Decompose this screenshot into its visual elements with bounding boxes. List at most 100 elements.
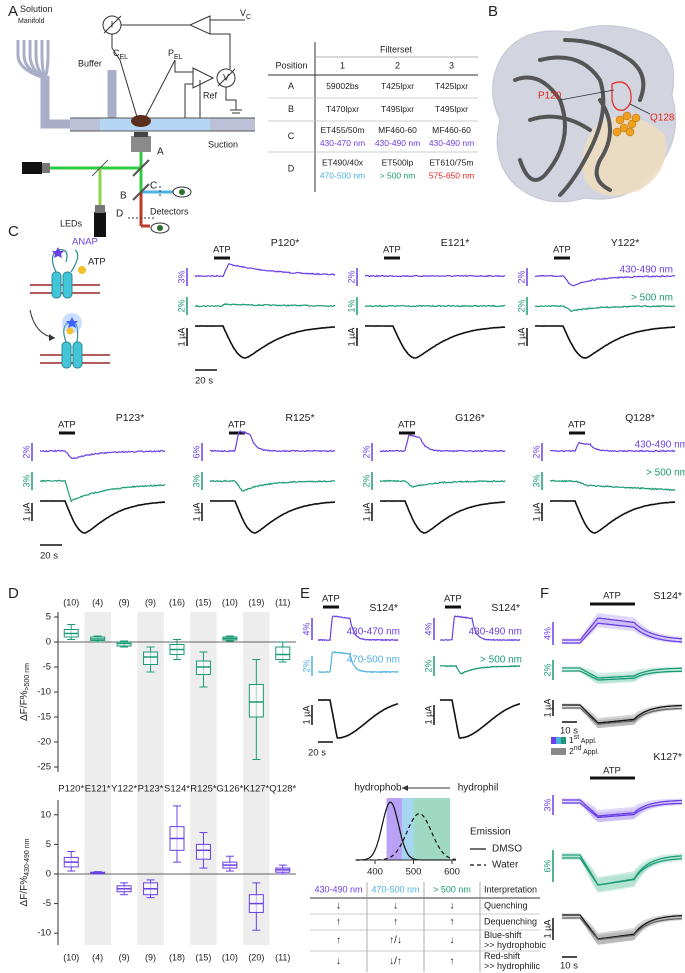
x-tick-label: 500 (406, 867, 422, 878)
label: B (288, 104, 294, 114)
atp-atom (615, 115, 625, 125)
y-tick-label: -25 (37, 762, 51, 773)
trace (562, 802, 682, 819)
count-label: (9) (119, 597, 130, 607)
label: 1 µA (176, 328, 186, 347)
label: 1 µA (301, 706, 311, 725)
x-tick-label: S124* (164, 784, 190, 795)
bath-solution (100, 118, 210, 131)
loop (611, 81, 632, 111)
label-part: nd (574, 745, 582, 752)
trace (39, 500, 165, 534)
label: T470lpxr (326, 104, 359, 114)
band-blue (401, 798, 414, 860)
shade (84, 612, 111, 945)
channel (61, 341, 72, 369)
trace (549, 441, 676, 453)
panel-letter: B (488, 3, 498, 20)
label: 2% (423, 659, 433, 672)
label: ↓ (336, 956, 341, 967)
label: hydrophob (354, 783, 402, 794)
label: ATP (603, 766, 621, 777)
atp-dot (66, 327, 74, 335)
label: ATP (444, 594, 462, 605)
label: Q128 (650, 113, 675, 124)
label: ATP (568, 420, 586, 431)
label: P120* (271, 237, 300, 249)
label: Solution Manifold (18, 4, 53, 24)
objective (131, 136, 151, 152)
y-tick-label: 10 (40, 809, 51, 820)
box (248, 684, 264, 718)
count-label: (4) (92, 952, 103, 962)
star (52, 247, 64, 258)
label: 430-490 nm (635, 440, 685, 451)
y-tick-label: 0 (46, 637, 51, 648)
trace (562, 670, 682, 681)
label: Detectors (150, 206, 189, 216)
label: VC (240, 8, 251, 20)
label: ATP (603, 591, 621, 602)
label: 470-500 nm (320, 170, 365, 180)
label: 6% (542, 859, 552, 872)
label: 3% (176, 270, 186, 283)
label: 3% (191, 474, 201, 487)
y-tick-label: -10 (37, 687, 51, 698)
trace (562, 707, 682, 725)
trace (318, 699, 399, 739)
pointer (559, 89, 615, 101)
trace (194, 325, 336, 359)
label: 430-490 nm (314, 884, 362, 894)
label: hydrophil (458, 783, 499, 794)
meter-arrow (103, 15, 122, 34)
panel-letter: D (8, 585, 19, 602)
label: 1 µA (542, 920, 552, 939)
label: 1 µA (191, 503, 201, 522)
channel (51, 271, 62, 299)
atp-dot (78, 266, 86, 274)
label: 10 s (560, 726, 578, 737)
trace (317, 615, 399, 642)
label: 3% (542, 798, 552, 811)
label-part: Solution (20, 4, 53, 14)
label-part: ΔF/F% (19, 690, 30, 721)
label: Buffer (78, 58, 102, 68)
trace (562, 617, 683, 641)
x-tick-label: P120* (58, 784, 84, 795)
label: ATP (88, 257, 106, 268)
label: 2% (176, 299, 186, 312)
trace-band (562, 613, 682, 642)
label-part: 1 (569, 735, 574, 745)
pointer (629, 103, 651, 115)
led (22, 162, 42, 174)
atp-atom (627, 119, 637, 129)
ribbon (594, 98, 612, 192)
legend-swatch (561, 737, 566, 744)
meter-arrow (217, 68, 236, 87)
label-part: ΔF/F% (19, 876, 30, 907)
trace (562, 857, 682, 886)
trace (562, 799, 682, 817)
trace (562, 622, 683, 644)
label: ↑ (393, 917, 398, 928)
label: A (288, 81, 294, 91)
legend-swatch (551, 737, 556, 744)
label: 10 s (560, 961, 578, 972)
trace (534, 325, 676, 359)
y-tick-label: -10 (37, 928, 51, 939)
label: 59002bs (326, 81, 359, 91)
label: 3 (449, 60, 454, 70)
legend-label: 2nd Appl. (569, 745, 599, 756)
trace (39, 479, 166, 503)
trace (365, 325, 506, 359)
y-tick-label: -5 (43, 662, 51, 673)
trace (209, 479, 336, 492)
atp-atom (619, 123, 629, 133)
label: 4% (301, 622, 311, 635)
label: P123* (116, 412, 145, 424)
label: MF460-60 (378, 125, 417, 135)
label: > 500 nm (631, 293, 673, 304)
label-part: EL (174, 54, 183, 61)
count-label: (10) (222, 597, 238, 607)
x-tick-label: R125* (190, 784, 217, 795)
